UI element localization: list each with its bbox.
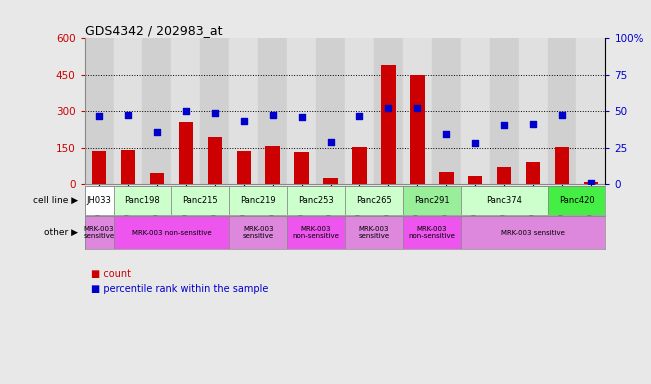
Point	[470, 140, 480, 146]
Bar	[432, 38, 461, 184]
Point	[499, 122, 509, 128]
Bar	[85, 38, 113, 184]
Bar	[171, 186, 229, 215]
Bar	[92, 152, 106, 184]
Point	[383, 105, 394, 111]
Bar	[461, 186, 547, 215]
Point	[123, 111, 133, 118]
Text: Panc291: Panc291	[414, 196, 450, 205]
Bar	[171, 38, 201, 184]
Point	[354, 113, 365, 119]
Bar	[381, 65, 396, 184]
Bar	[497, 167, 512, 184]
Bar	[316, 38, 345, 184]
Text: MRK-003
sensitive: MRK-003 sensitive	[83, 226, 115, 239]
Bar	[403, 38, 432, 184]
Bar	[113, 186, 171, 215]
Bar	[229, 186, 287, 215]
Bar	[374, 38, 403, 184]
Bar	[85, 216, 113, 249]
Text: Panc265: Panc265	[356, 196, 392, 205]
Bar	[287, 186, 345, 215]
Bar	[229, 38, 258, 184]
Text: MRK-003
sensitive: MRK-003 sensitive	[359, 226, 389, 239]
Point	[268, 111, 278, 118]
Bar	[526, 162, 540, 184]
Bar	[352, 147, 367, 184]
Bar	[490, 38, 519, 184]
Bar	[229, 216, 287, 249]
Bar	[266, 146, 280, 184]
Text: Panc253: Panc253	[298, 196, 334, 205]
Point	[441, 131, 452, 137]
Point	[94, 113, 104, 119]
Bar	[143, 38, 171, 184]
Text: GDS4342 / 202983_at: GDS4342 / 202983_at	[85, 24, 222, 37]
Text: MRK-003
non-sensitive: MRK-003 non-sensitive	[408, 226, 455, 239]
Text: Panc219: Panc219	[240, 196, 276, 205]
Point	[412, 105, 422, 111]
Text: JH033: JH033	[87, 196, 111, 205]
Text: cell line ▶: cell line ▶	[33, 196, 78, 205]
Bar	[461, 38, 490, 184]
Bar	[547, 186, 605, 215]
Bar	[345, 216, 403, 249]
Bar	[410, 75, 424, 184]
Bar	[577, 38, 605, 184]
Bar	[113, 216, 229, 249]
Bar	[150, 174, 164, 184]
Text: MRK-003
sensitive: MRK-003 sensitive	[243, 226, 274, 239]
Text: Panc374: Panc374	[486, 196, 522, 205]
Bar	[85, 186, 113, 215]
Bar	[294, 152, 309, 184]
Text: MRK-003 non-sensitive: MRK-003 non-sensitive	[132, 230, 211, 235]
Bar	[236, 152, 251, 184]
Bar	[439, 172, 454, 184]
Text: MRK-003
non-sensitive: MRK-003 non-sensitive	[293, 226, 340, 239]
Bar	[403, 186, 461, 215]
Bar	[345, 38, 374, 184]
Point	[528, 121, 538, 127]
Bar	[324, 177, 338, 184]
Bar	[345, 186, 403, 215]
Text: MRK-003 sensitive: MRK-003 sensitive	[501, 230, 565, 235]
Point	[586, 180, 596, 186]
Point	[326, 139, 336, 145]
Text: other ▶: other ▶	[44, 228, 78, 237]
Bar	[555, 147, 569, 184]
Bar	[403, 216, 461, 249]
Bar	[121, 150, 135, 184]
Text: ■ count: ■ count	[91, 269, 131, 279]
Point	[181, 108, 191, 114]
Bar	[519, 38, 547, 184]
Bar	[208, 137, 222, 184]
Point	[557, 111, 567, 118]
Point	[238, 118, 249, 124]
Text: Panc420: Panc420	[559, 196, 594, 205]
Text: ■ percentile rank within the sample: ■ percentile rank within the sample	[91, 284, 268, 294]
Bar	[287, 216, 345, 249]
Bar	[461, 216, 605, 249]
Bar	[584, 182, 598, 184]
Point	[296, 114, 307, 120]
Point	[210, 110, 220, 116]
Bar	[113, 38, 143, 184]
Bar	[287, 38, 316, 184]
Bar	[201, 38, 229, 184]
Point	[152, 129, 162, 135]
Text: Panc198: Panc198	[124, 196, 160, 205]
Text: Panc215: Panc215	[182, 196, 218, 205]
Bar	[258, 38, 287, 184]
Bar	[178, 122, 193, 184]
Bar	[547, 38, 577, 184]
Bar	[468, 176, 482, 184]
